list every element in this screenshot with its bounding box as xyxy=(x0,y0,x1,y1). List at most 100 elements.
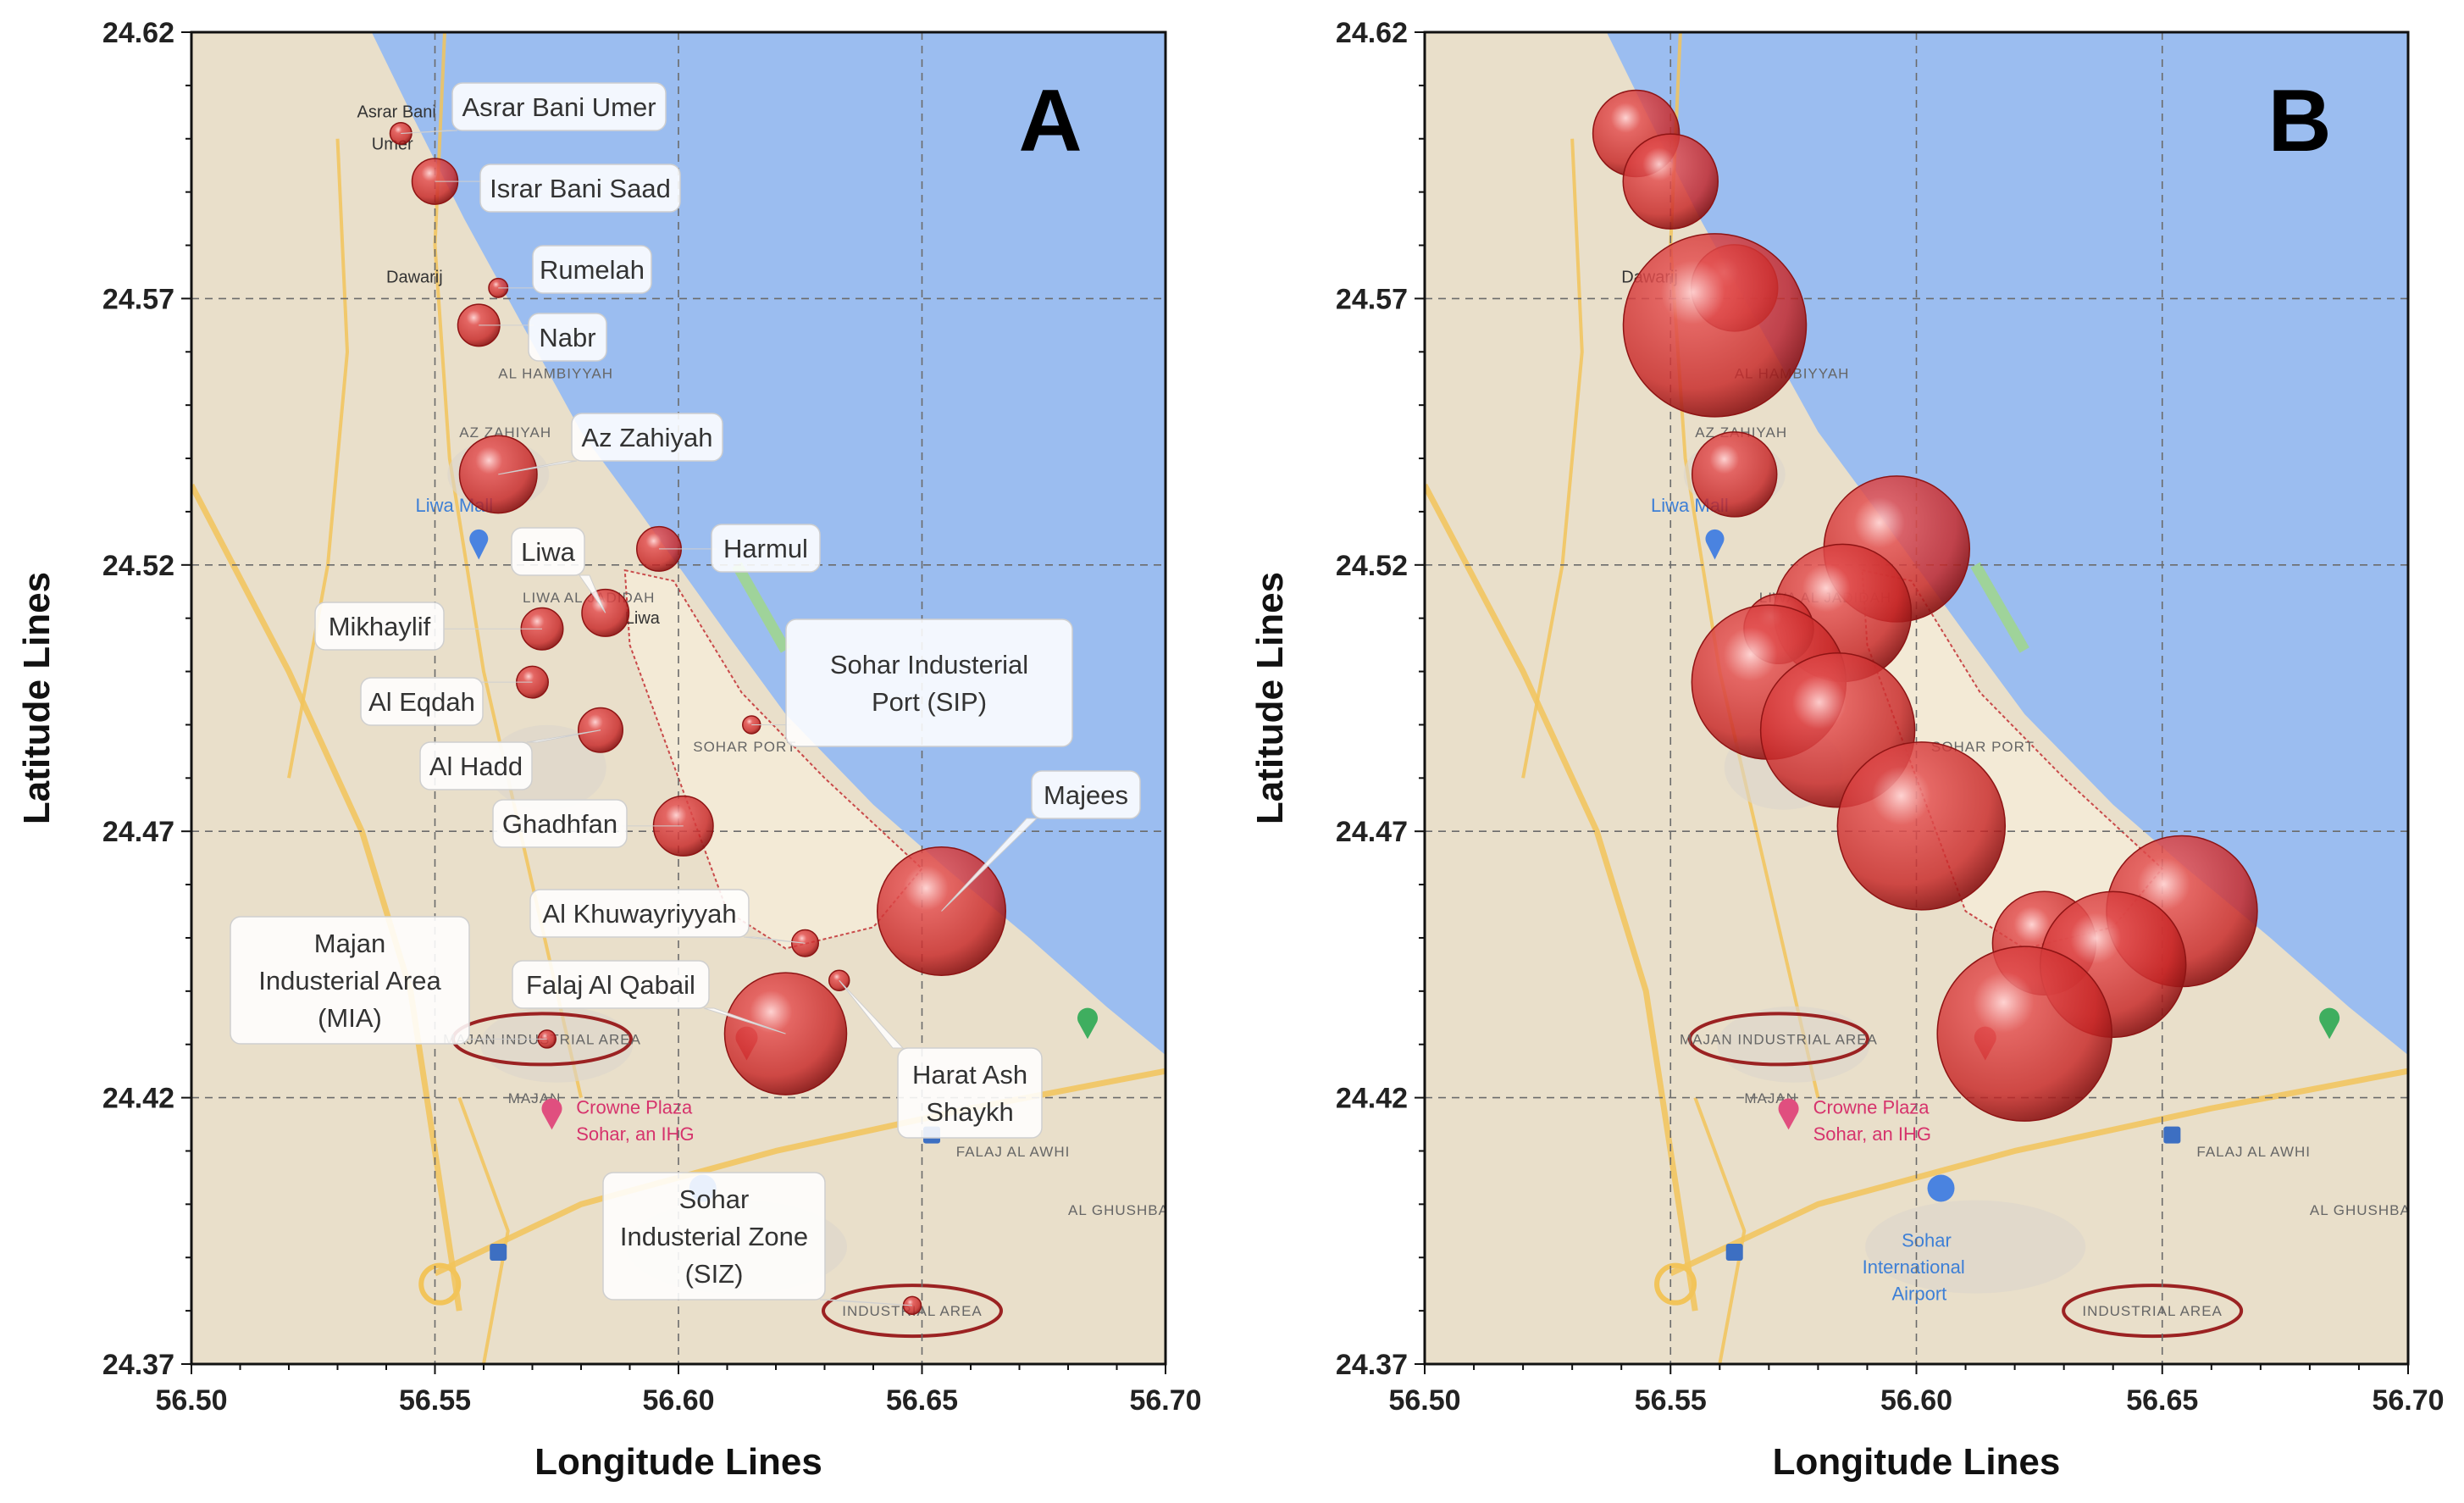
label-box xyxy=(314,602,445,651)
built-up-area xyxy=(1865,1200,2086,1294)
y-tick-label: 24.42 xyxy=(102,1083,174,1115)
bubble-layer xyxy=(1592,89,2258,1122)
map-text-crowne-plaza-2: Sohar, an IHG xyxy=(576,1123,694,1145)
label-box xyxy=(711,524,821,573)
label-callout xyxy=(941,818,1038,912)
map-text-airport-2: International xyxy=(1863,1256,1965,1278)
road xyxy=(1669,1068,2408,1277)
label-box xyxy=(571,413,723,462)
y-tick-label: 24.37 xyxy=(1336,1349,1408,1381)
hotel-pin-icon xyxy=(1778,1098,1799,1130)
map-text-crowne-plaza: Crowne Plaza xyxy=(576,1096,693,1118)
x-tick-label: 56.65 xyxy=(886,1384,958,1417)
label-text-majan-industerial-area-mia: Majan xyxy=(314,929,385,958)
label-callout xyxy=(819,1299,913,1306)
bubble xyxy=(1622,233,1808,418)
y-tick-label: 24.62 xyxy=(102,17,174,49)
road xyxy=(1425,483,1698,1312)
map-text-falaj-al-awhi: FALAJ AL AWHI xyxy=(956,1144,1071,1160)
label-box xyxy=(451,82,667,131)
label-box xyxy=(230,916,470,1045)
map-text-dawarij: Dawarij xyxy=(386,269,443,287)
x-tick-label: 56.55 xyxy=(1635,1384,1707,1417)
label-text-az-zahiyah: Az Zahiyah xyxy=(581,423,712,452)
label-box xyxy=(360,677,484,726)
y-tick-label: 24.37 xyxy=(102,1349,174,1381)
majan-industrial-area-outline xyxy=(1687,1012,1869,1067)
breakwater xyxy=(732,562,791,653)
hotel-pin-icon xyxy=(541,1098,562,1130)
x-tick-label: 56.60 xyxy=(1880,1384,1952,1417)
label-text-majees: Majees xyxy=(1044,780,1128,810)
label-box xyxy=(528,313,607,362)
label-text-al-eqdah: Al Eqdah xyxy=(368,687,475,717)
label-text-nabr: Nabr xyxy=(539,323,595,352)
sea xyxy=(1606,32,2408,1056)
y-tick-label: 24.52 xyxy=(102,550,174,582)
road xyxy=(1521,138,1584,779)
sohar-industrial-zone-outline xyxy=(2062,1284,2244,1339)
label-text-mikhaylif: Mikhaylif xyxy=(329,612,431,641)
label-text-al-hadd: Al Hadd xyxy=(429,752,523,781)
label-text-rumelah: Rumelah xyxy=(540,255,645,285)
label-text-sohar-industerial-port-sip: Port (SIP) xyxy=(872,687,987,717)
park-pin-icon xyxy=(2319,1007,2340,1040)
map-text-al-ghushbah: AL GHUSHBAH xyxy=(1068,1202,1180,1218)
label-box xyxy=(419,741,533,790)
x-tick-label: 56.50 xyxy=(1388,1384,1460,1417)
route-shield-icon xyxy=(490,1243,507,1261)
label-text-al-khuwayriyyah: Al Khuwayriyyah xyxy=(542,899,736,929)
axes: 56.50 56.55 56.60 56.65 56.70 24.62 24.57 24.52… xyxy=(1249,17,2445,1483)
road xyxy=(457,1096,510,1364)
label-text-harat-ash-shaykh: Harat Ash xyxy=(912,1060,1027,1090)
road xyxy=(287,138,349,779)
x-tick-label: 56.65 xyxy=(2126,1384,2198,1417)
liwa-mall-pin-icon xyxy=(1705,529,1725,560)
label-text-sohar-industerial-zone-siz: (SIZ) xyxy=(685,1259,744,1289)
road-interchange xyxy=(1654,1262,1697,1306)
label-text-harmul: Harmul xyxy=(723,534,808,563)
label-callout xyxy=(579,574,606,613)
sohar-industrial-zone-outline xyxy=(822,1284,1003,1339)
road xyxy=(191,483,462,1312)
label-callout xyxy=(401,130,458,134)
y-tick-label: 24.47 xyxy=(1336,816,1408,848)
label-callout xyxy=(839,979,905,1049)
route-shield-icon xyxy=(2163,1126,2181,1144)
label-text-harat-ash-shaykh: Shaykh xyxy=(926,1097,1013,1127)
map-text-sohar-port: SOHAR PORT xyxy=(693,739,796,755)
y-tick-label: 24.62 xyxy=(1336,17,1408,49)
park-pin-icon xyxy=(1077,1007,1098,1040)
label-box xyxy=(785,618,1073,747)
label-text-sohar-industerial-zone-siz: Sohar xyxy=(679,1184,750,1214)
breakwater xyxy=(1970,562,2029,653)
map-text-asrar-bani: Asrar Bani xyxy=(357,103,436,122)
map-text-az-zahiyah: AZ ZAHIYAH xyxy=(459,424,551,441)
map-text-falaj-al-awhi: FALAJ AL AWHI xyxy=(2196,1144,2311,1160)
label-callout xyxy=(526,729,601,743)
x-axis-title: Longitude Lines xyxy=(534,1441,822,1483)
y-tick-label: 24.57 xyxy=(102,283,174,315)
map-text-crowne-plaza-2: Sohar, an IHG xyxy=(1813,1123,1931,1145)
map-text-al-ghushbah: AL GHUSHBAH xyxy=(2310,1202,2422,1218)
label-text-majan-industerial-area-mia: (MIA) xyxy=(318,1003,382,1033)
bubble xyxy=(1836,741,2007,911)
map-text-liwa: Liwa xyxy=(625,609,661,628)
road xyxy=(1693,1096,1747,1364)
y-axis-title: Latitude Lines xyxy=(16,572,58,824)
y-tick-label: 24.47 xyxy=(102,816,174,848)
map-text-crowne-plaza: Crowne Plaza xyxy=(1813,1096,1930,1118)
x-tick-label: 56.50 xyxy=(155,1384,227,1417)
x-tick-label: 56.55 xyxy=(399,1384,471,1417)
label-callout xyxy=(498,460,578,475)
label-box xyxy=(1031,770,1141,819)
map-text-majan-industrial-area: MAJAN INDUSTRIAL AREA xyxy=(1680,1031,1878,1047)
bubble xyxy=(1936,946,2112,1122)
label-box xyxy=(529,889,750,938)
axes: 56.50 56.55 56.60 56.65 56.70 24.62 24.57 24.52… xyxy=(16,17,1202,1483)
label-text-falaj-al-qabail: Falaj Al Qabail xyxy=(526,970,695,1000)
label-box xyxy=(511,527,585,576)
